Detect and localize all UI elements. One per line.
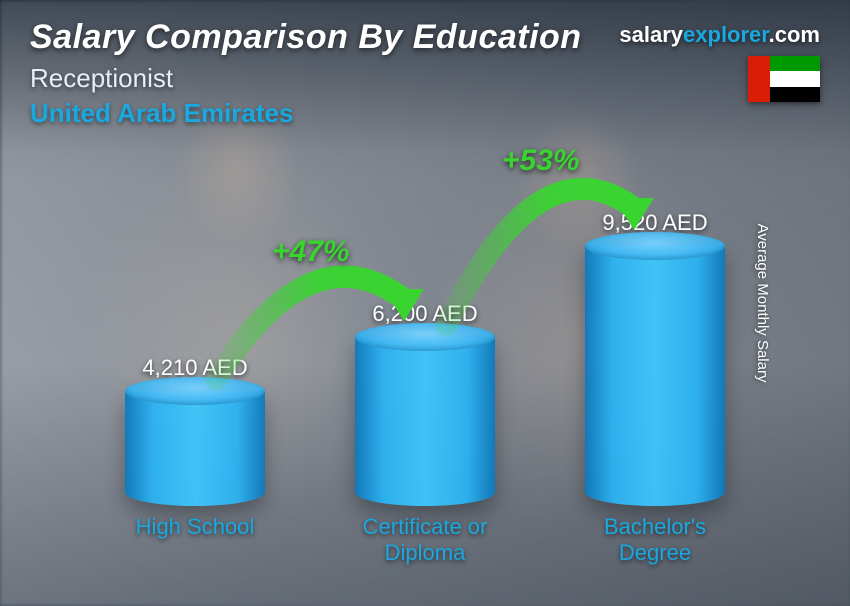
bar-body xyxy=(355,337,495,506)
flag-stripe-green xyxy=(770,56,820,71)
flag-stripes xyxy=(770,56,820,102)
bar-group-1: 6,200 AED xyxy=(350,301,500,506)
brand-part1: salary xyxy=(619,22,683,47)
bar-group-2: 9,520 AED xyxy=(580,210,730,506)
bar-top-ellipse xyxy=(355,323,495,351)
bars-container: 4,210 AED 6,200 AED 9,520 AED xyxy=(80,160,770,506)
category-label-0: High School xyxy=(95,514,295,578)
flag-hoist-red xyxy=(748,56,770,102)
job-title: Receptionist xyxy=(30,63,820,94)
bar-3d xyxy=(355,337,495,506)
uae-flag-icon xyxy=(748,56,820,102)
category-label-1: Certificate orDiploma xyxy=(325,514,525,578)
bar-top-ellipse xyxy=(585,232,725,260)
category-label-2: Bachelor'sDegree xyxy=(555,514,755,578)
bar-body xyxy=(585,246,725,506)
bar-3d xyxy=(585,246,725,506)
bar-top-ellipse xyxy=(125,377,265,405)
brand-logo-text: salaryexplorer.com xyxy=(619,22,820,48)
bar-group-0: 4,210 AED xyxy=(120,355,270,506)
brand-part2: explorer xyxy=(683,22,769,47)
country-name: United Arab Emirates xyxy=(30,98,820,129)
category-labels: High School Certificate orDiploma Bachelor… xyxy=(80,514,770,578)
increase-pct-label-0: +47% xyxy=(272,235,350,269)
bar-3d xyxy=(125,391,265,506)
brand-part3: .com xyxy=(769,22,820,47)
flag-stripe-black xyxy=(770,87,820,102)
increase-pct-label-1: +53% xyxy=(502,144,580,178)
bar-chart: 4,210 AED 6,200 AED 9,520 AED High School C… xyxy=(80,160,770,578)
flag-stripe-white xyxy=(770,71,820,86)
bar-body xyxy=(125,391,265,506)
